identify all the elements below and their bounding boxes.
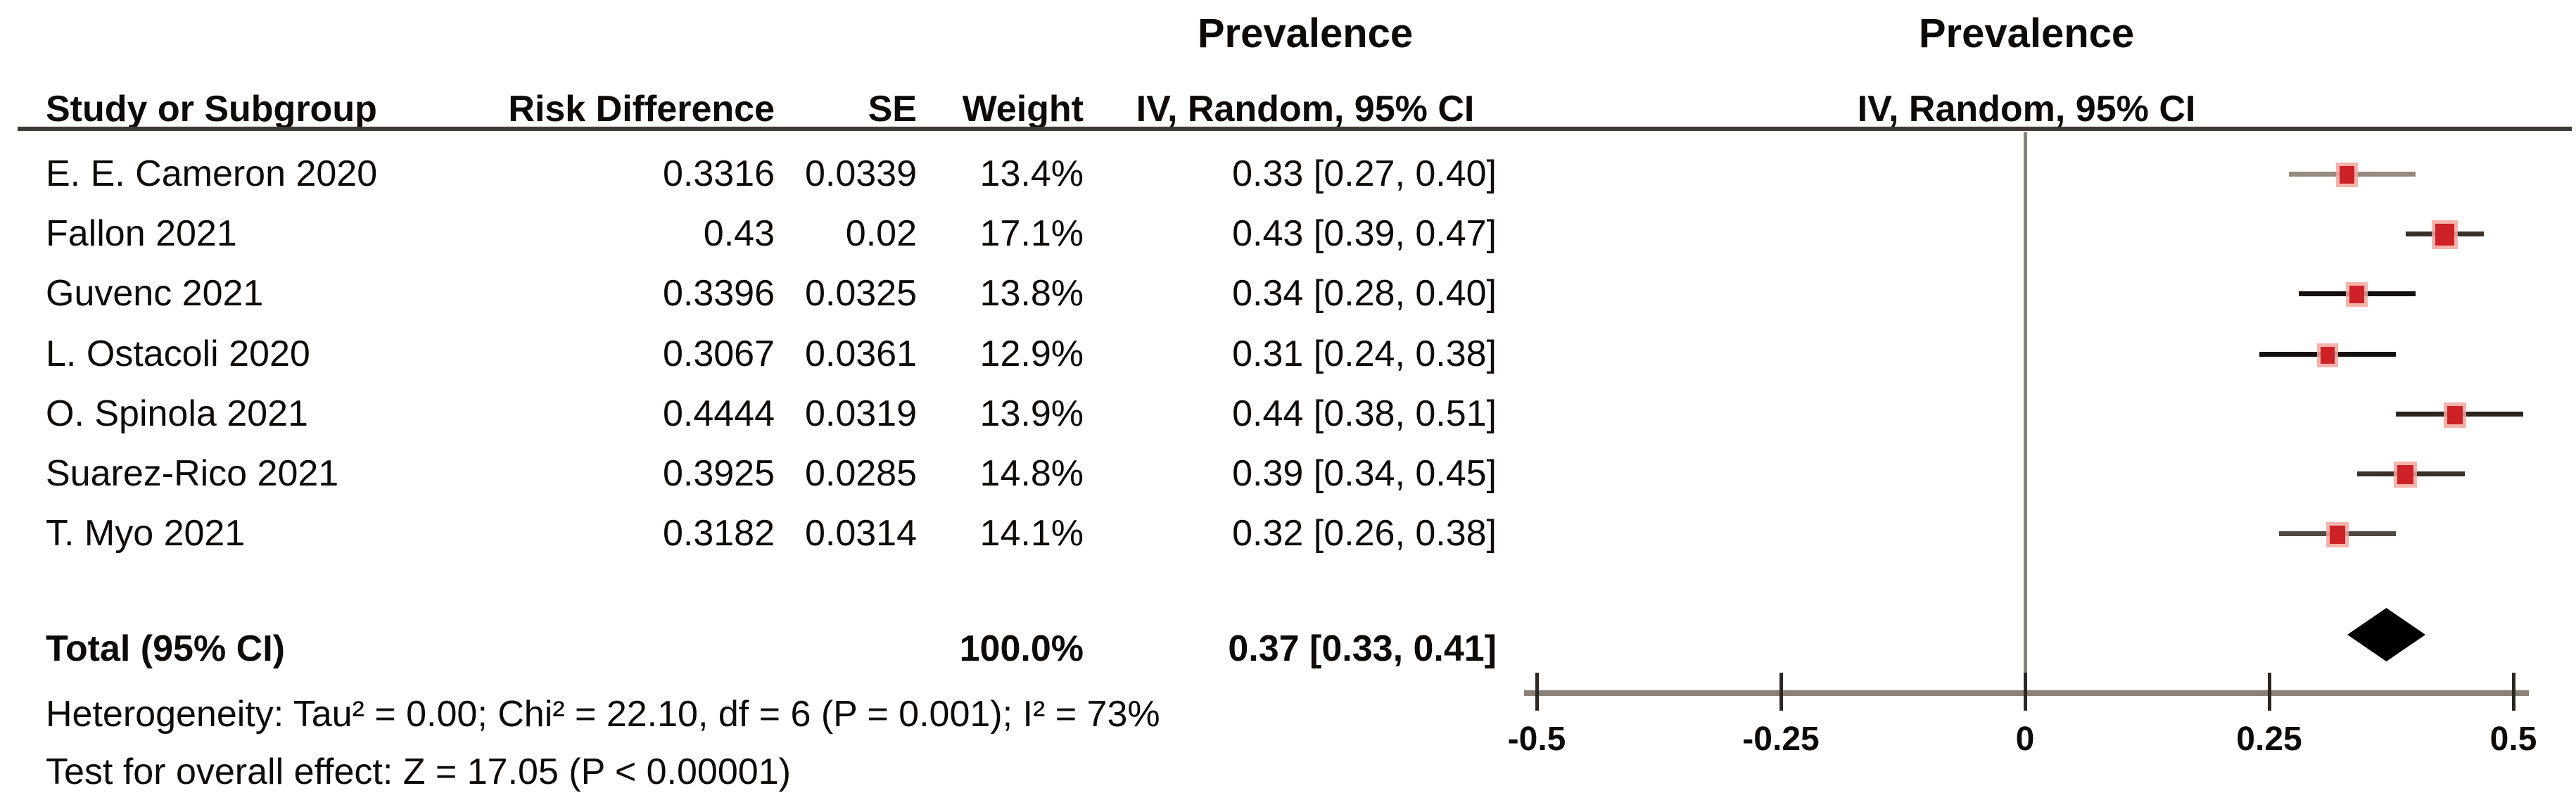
column-header-ci: IV, Random, 95% CI <box>1136 89 1475 129</box>
right-outcome-title: Prevalence <box>1918 11 2135 56</box>
study-risk-difference: 0.3182 <box>662 513 775 554</box>
study-name: O. Spinola 2021 <box>46 393 308 434</box>
study-ci: 0.34 [0.28, 0.40] <box>1232 273 1497 314</box>
study-weight: 17.1% <box>979 213 1084 254</box>
study-ci: 0.32 [0.26, 0.38] <box>1232 513 1497 554</box>
study-weight: 13.9% <box>979 393 1084 434</box>
study-name: L. Ostacoli 2020 <box>46 334 310 374</box>
column-header-risk-difference: Risk Difference <box>508 89 775 129</box>
study-se: 0.0361 <box>804 334 917 374</box>
x-axis-tick-label: -0.5 <box>1507 721 1566 758</box>
study-name: Suarez-Rico 2021 <box>46 453 339 494</box>
total-row-ci: 0.37 [0.33, 0.41] <box>1228 628 1497 669</box>
study-risk-difference: 0.43 <box>703 213 775 254</box>
x-axis-tick-label: 0.5 <box>2489 721 2537 758</box>
effect-square <box>2321 347 2335 364</box>
zero-reference-line <box>2024 132 2027 693</box>
study-ci: 0.43 [0.39, 0.47] <box>1232 213 1497 254</box>
study-name: Fallon 2021 <box>46 213 237 254</box>
header-rule <box>18 127 2572 131</box>
study-se: 0.02 <box>845 213 917 254</box>
study-se: 0.0314 <box>804 513 917 554</box>
x-axis-tick <box>1535 673 1539 711</box>
study-weight: 13.8% <box>979 273 1084 314</box>
study-risk-difference: 0.3067 <box>662 334 775 374</box>
study-ci: 0.31 [0.24, 0.38] <box>1232 334 1497 374</box>
pooled-diamond <box>2347 608 2425 661</box>
effect-square <box>2397 465 2413 484</box>
total-row-weight: 100.0% <box>959 628 1084 669</box>
x-axis-tick-label: 0.25 <box>2236 721 2302 758</box>
x-axis-tick <box>2024 673 2027 711</box>
study-ci: 0.39 [0.34, 0.45] <box>1232 453 1497 494</box>
column-header-weight: Weight <box>962 89 1084 129</box>
study-se: 0.0319 <box>804 393 917 434</box>
x-axis-tick <box>2268 673 2271 711</box>
x-axis-tick <box>2512 673 2515 711</box>
study-se: 0.0285 <box>804 453 917 494</box>
study-name: T. Myo 2021 <box>46 513 246 554</box>
effect-square <box>2349 286 2364 303</box>
effect-square <box>2330 526 2345 544</box>
effect-square <box>2447 406 2463 424</box>
study-weight: 12.9% <box>979 334 1084 374</box>
study-risk-difference: 0.3396 <box>662 273 775 314</box>
total-row-label: Total (95% CI) <box>46 628 285 669</box>
effect-square <box>2435 224 2454 246</box>
effect-square <box>2340 166 2354 184</box>
x-axis-tick <box>1779 673 1783 711</box>
study-weight: 13.4% <box>979 153 1084 194</box>
study-risk-difference: 0.3316 <box>662 153 775 194</box>
study-se: 0.0339 <box>804 153 917 194</box>
overall-effect-stats: Test for overall effect: Z = 17.05 (P < … <box>46 751 791 792</box>
x-axis-tick-label: -0.25 <box>1742 721 1820 758</box>
x-axis-tick-label: 0 <box>2015 721 2035 758</box>
study-se: 0.0325 <box>804 273 917 314</box>
study-ci: 0.33 [0.27, 0.40] <box>1232 153 1497 194</box>
plot-column-header-ci: IV, Random, 95% CI <box>1857 89 2196 129</box>
heterogeneity-stats: Heterogeneity: Tau² = 0.00; Chi² = 22.10… <box>46 694 1160 735</box>
study-weight: 14.8% <box>979 453 1084 494</box>
column-header-study: Study or Subgroup <box>46 89 377 129</box>
study-weight: 14.1% <box>979 513 1084 554</box>
study-name: Guvenc 2021 <box>46 273 264 314</box>
study-ci: 0.44 [0.38, 0.51] <box>1232 393 1497 434</box>
column-header-se: SE <box>868 89 917 129</box>
study-risk-difference: 0.3925 <box>662 453 775 494</box>
study-risk-difference: 0.4444 <box>662 393 775 434</box>
study-name: E. E. Cameron 2020 <box>46 153 378 194</box>
left-outcome-title: Prevalence <box>1197 11 1414 56</box>
